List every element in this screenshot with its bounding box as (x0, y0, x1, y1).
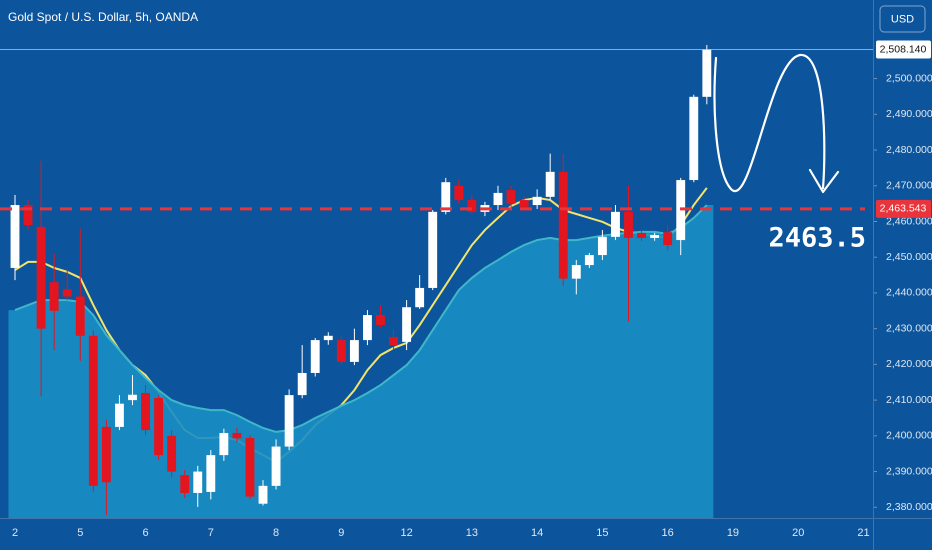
candle-body (584, 255, 594, 266)
candle-body (114, 403, 124, 427)
candle-body (258, 485, 268, 504)
candle-body (219, 432, 229, 456)
drawn-arrow (713, 53, 840, 194)
candle-body (284, 395, 294, 447)
y-tick-label: 2,500.000 (886, 72, 932, 84)
candle-body (689, 96, 699, 181)
candle-body (389, 336, 398, 346)
candle-body (558, 171, 568, 279)
candle-body (75, 296, 85, 336)
candle-body (519, 200, 529, 208)
candle-body (180, 475, 190, 493)
x-tick-label: 12 (400, 527, 412, 539)
last-price-label: 2,508.140 (880, 43, 927, 55)
y-tick-label: 2,380.000 (886, 501, 932, 513)
x-tick-label: 21 (857, 527, 869, 539)
candle-body (650, 235, 660, 238)
currency-button[interactable]: USD (879, 5, 926, 33)
indicator-area (8, 205, 714, 518)
level-price-box (876, 199, 931, 218)
candle-body (193, 471, 203, 493)
y-tick-label: 2,400.000 (886, 430, 932, 442)
candle-body (167, 435, 177, 472)
y-tick-label: 2,390.000 (886, 465, 932, 477)
candle-body (101, 426, 111, 483)
x-tick-label: 5 (77, 527, 83, 539)
candle-body (88, 335, 98, 486)
x-tick-label: 15 (596, 527, 608, 539)
x-tick-label: 6 (142, 527, 148, 539)
y-tick-label: 2,450.000 (886, 251, 932, 263)
candle-body (323, 335, 333, 341)
candle-body (376, 315, 385, 326)
candle-body (467, 200, 477, 212)
candle-body (441, 182, 451, 212)
candle-body (245, 437, 255, 497)
currency-label[interactable]: USD (891, 13, 914, 25)
candle-body (154, 397, 164, 456)
candle-body (206, 455, 216, 492)
y-tick-label: 2,430.000 (886, 322, 932, 334)
x-tick-label: 7 (208, 527, 214, 539)
candle-body (310, 340, 320, 373)
candle-body (571, 265, 581, 279)
candle-body (363, 315, 372, 341)
candle-body (637, 232, 647, 238)
plot-area (8, 45, 714, 518)
x-tick-label: 19 (727, 527, 739, 539)
candle-body (402, 307, 412, 342)
currency-button-box[interactable] (879, 5, 926, 33)
candle-body (23, 205, 33, 226)
x-tick-label: 8 (273, 527, 279, 539)
candle-body (597, 236, 607, 256)
candle-body (336, 340, 346, 362)
chart-title: Gold Spot / U.S. Dollar, 5h, OANDA (8, 10, 198, 24)
indicator-line (14, 204, 708, 433)
candle-body (532, 196, 542, 206)
y-tick-label: 2,460.000 (886, 215, 932, 227)
y-tick-label: 2,470.000 (886, 180, 932, 192)
y-tick-label: 2,490.000 (886, 108, 932, 120)
candle-body (49, 282, 59, 311)
level-price-label: 2,463.543 (880, 203, 927, 215)
x-tick-label: 14 (531, 527, 543, 539)
candle-body (506, 190, 516, 204)
candle-body (663, 232, 673, 246)
y-tick-label: 2,410.000 (886, 394, 932, 406)
candle-body (454, 185, 464, 201)
candle-body (10, 205, 20, 268)
level-annotation: 2463.5 (768, 222, 866, 253)
candle-body (611, 211, 620, 237)
x-tick-label: 9 (338, 527, 344, 539)
candle-body (62, 289, 72, 297)
x-tick-label: 2 (12, 527, 18, 539)
x-tick-label: 13 (466, 527, 478, 539)
candle-body (702, 49, 712, 97)
y-tick-label: 2,440.000 (886, 287, 932, 299)
x-tick-label: 20 (792, 527, 804, 539)
candle-body (36, 226, 46, 329)
candle-body (141, 392, 150, 431)
x-tick-label: 16 (662, 527, 674, 539)
candle-body (128, 394, 137, 401)
last-price-box (876, 40, 931, 59)
candle-body (297, 372, 307, 396)
candle-body (232, 432, 242, 439)
candle-body (493, 192, 503, 206)
candle-body (428, 211, 438, 288)
candle-body (624, 211, 633, 238)
candle-body (415, 287, 425, 308)
candle-body (349, 340, 359, 362)
y-tick-label: 2,420.000 (886, 358, 932, 370)
y-tick-label: 2,480.000 (886, 144, 932, 156)
candle-body (545, 171, 555, 197)
candle-body (271, 446, 281, 486)
